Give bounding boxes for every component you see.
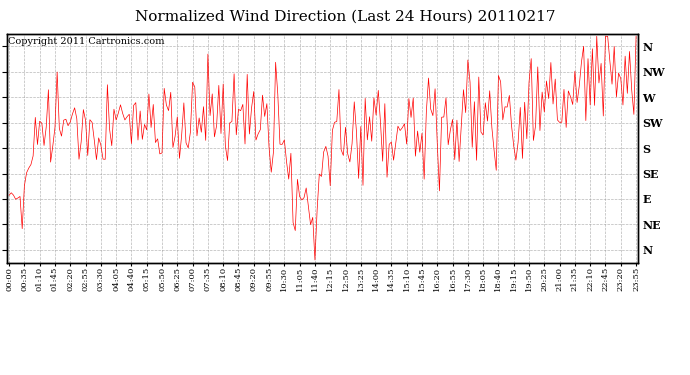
Text: Normalized Wind Direction (Last 24 Hours) 20110217: Normalized Wind Direction (Last 24 Hours… bbox=[135, 9, 555, 23]
Text: Copyright 2011 Cartronics.com: Copyright 2011 Cartronics.com bbox=[8, 37, 165, 46]
